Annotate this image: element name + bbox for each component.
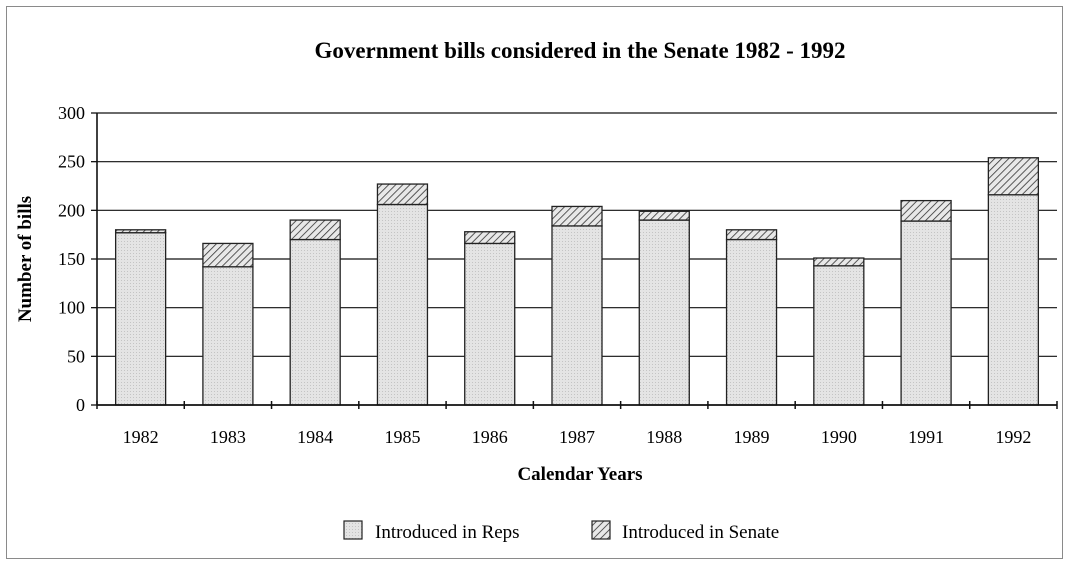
bar-reps-1988 <box>638 219 690 406</box>
legend: Introduced in Reps Introduced in Senate <box>343 520 779 543</box>
bar-senate-1989 <box>725 229 778 241</box>
bar-reps-1982 <box>114 232 167 406</box>
bar-senate-1991 <box>900 199 952 222</box>
y-tick-label: 50 <box>67 346 85 366</box>
legend-item-senate: Introduced in Senate <box>591 520 779 543</box>
x-tick-label: 1989 <box>734 427 770 447</box>
y-tick-label: 150 <box>58 249 85 269</box>
bars <box>114 157 1040 406</box>
legend-swatch-senate <box>591 520 611 540</box>
y-tick-label: 250 <box>58 152 85 172</box>
x-tick-label: 1984 <box>297 427 333 447</box>
legend-swatch-reps <box>343 520 363 540</box>
bar-reps-1986 <box>464 242 516 406</box>
bar-reps-1985 <box>376 203 429 406</box>
x-tick-label: 1987 <box>559 427 595 447</box>
x-tick-label: 1986 <box>472 427 508 447</box>
chart-frame <box>6 6 1063 559</box>
x-axis-title: Calendar Years <box>517 464 642 485</box>
bar-reps-1989 <box>725 238 778 406</box>
bar-senate-1985 <box>376 183 429 206</box>
y-tick-label: 300 <box>58 103 85 123</box>
bar-senate-1987 <box>551 205 603 227</box>
y-axis-title: Number of bills <box>15 196 36 322</box>
bar-senate-1988 <box>638 210 690 221</box>
bar-reps-1990 <box>813 265 865 406</box>
bar-senate-1986 <box>464 231 516 245</box>
x-tick-label: 1985 <box>384 427 420 447</box>
x-tick-label: 1992 <box>995 427 1031 447</box>
bar-reps-1983 <box>202 266 254 406</box>
bar-senate-1983 <box>202 242 254 268</box>
bar-senate-1992 <box>987 157 1040 196</box>
x-tick-label: 1990 <box>821 427 857 447</box>
bar-senate-1982 <box>114 229 167 234</box>
legend-label-reps: Introduced in Reps <box>375 522 520 543</box>
bar-senate-1990 <box>813 257 865 267</box>
legend-label-senate: Introduced in Senate <box>622 522 779 543</box>
y-tick-label: 0 <box>76 395 85 415</box>
legend-item-reps: Introduced in Reps <box>343 520 520 543</box>
x-tick-label: 1988 <box>646 427 682 447</box>
x-tick-label: 1982 <box>123 427 159 447</box>
bar-reps-1992 <box>987 194 1040 406</box>
bar-reps-1987 <box>551 225 603 406</box>
bar-reps-1991 <box>900 220 952 406</box>
y-tick-label: 100 <box>58 298 85 318</box>
y-tick-label: 200 <box>58 200 85 220</box>
axes: 0 50 100 150 200 250 300 1982 1983 1984 1985 1986 19… <box>58 103 1058 447</box>
gridlines <box>97 112 1057 357</box>
bar-reps-1984 <box>289 238 341 406</box>
x-tick-label: 1991 <box>908 427 944 447</box>
chart-title: Government bills considered in the Senat… <box>314 38 845 63</box>
bar-senate-1984 <box>289 219 341 241</box>
x-tick-label: 1983 <box>210 427 246 447</box>
